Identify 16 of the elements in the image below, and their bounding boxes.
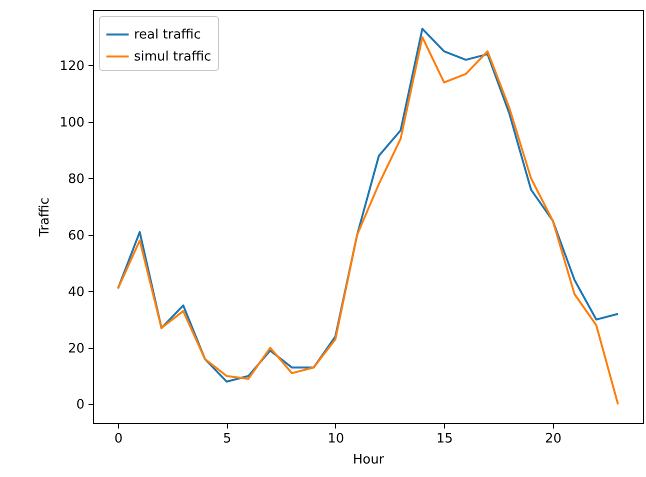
x-tick-label: 15	[436, 432, 453, 446]
x-tick-label: 5	[223, 432, 232, 446]
y-tick-label: 120	[60, 58, 84, 74]
y-tick-label: 60	[68, 228, 84, 244]
x-tick-label: 10	[328, 432, 344, 446]
y-tick-label: 40	[68, 284, 84, 300]
x-tick-label: 0	[114, 432, 123, 446]
y-axis-title: Traffic	[38, 197, 53, 238]
legend-label: real traffic	[134, 28, 201, 42]
y-tick-label: 80	[68, 172, 84, 187]
y-tick-label: 20	[68, 341, 84, 356]
y-tick-label: 100	[60, 115, 84, 130]
x-tick-label: 20	[545, 432, 562, 446]
x-axis-title: Hour	[352, 452, 385, 468]
legend-label: simul traffic	[134, 50, 212, 64]
y-tick-label: 0	[76, 398, 84, 413]
